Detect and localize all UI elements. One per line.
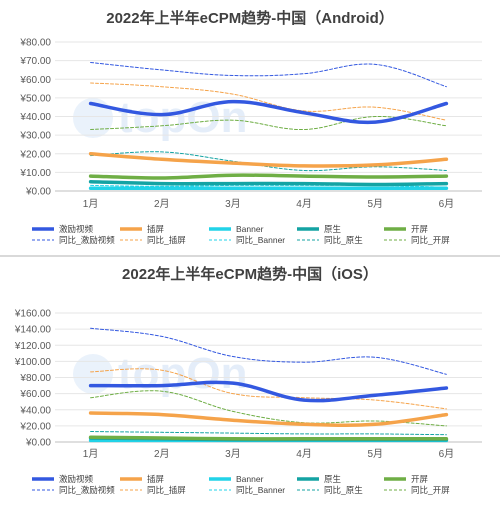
x-tick-label: 1月 [83,198,99,210]
ios-chart-panel: 2022年上半年eCPM趋势-中国（iOS） topOn ¥0.00 ¥20.00 ¥4… [0,258,500,507]
y-tick-label: ¥0.00 [25,187,51,198]
series-line [88,411,449,427]
series-line [90,431,447,436]
y-tick-label: ¥140.00 [14,325,52,336]
series-line [88,380,449,403]
watermark-logo-icon [73,354,113,394]
y-tick-label: ¥20.00 [19,421,51,432]
series-line [90,115,447,131]
x-tick-label: 4月 [296,198,312,210]
legend-label: 同比_插屏 [147,485,186,495]
legend-label: 激励视频 [59,224,94,234]
legend-label: 同比_原生 [324,235,363,245]
series-line [88,99,449,125]
legend-label: 插屏 [147,474,165,484]
legend-label: 开屏 [411,474,429,484]
x-tick-label: 5月 [367,448,383,460]
series-line [90,62,447,88]
x-tick-label: 1月 [83,448,99,460]
series-line [88,179,449,187]
x-tick-label: 6月 [439,198,455,210]
legend-label: 原生 [324,224,342,234]
series-line [90,390,447,427]
legend-label: 同比_激励视频 [59,485,115,495]
x-tick-label: 3月 [225,448,241,460]
y-tick-label: ¥160.00 [14,309,52,320]
series-line [90,368,447,410]
x-tick-label: 2月 [154,448,170,460]
legend-label: 激励视频 [59,474,94,484]
series-line [88,435,449,441]
legend-label: 同比_原生 [324,485,363,495]
legend-label: Banner [236,224,264,234]
x-tick-label: 3月 [225,198,241,210]
chart-title: 2022年上半年eCPM趋势-中国（Android） [106,9,394,27]
android-chart: 2022年上半年eCPM趋势-中国（Android）topOn¥0.00¥10.… [19,9,482,245]
series-line [90,82,447,121]
chart-divider [0,255,500,257]
legend-label: 插屏 [147,224,165,234]
y-tick-label: ¥40.00 [19,405,51,416]
series-line [88,152,449,168]
legend-label: 同比_开屏 [411,485,450,495]
legend-label: 同比_插屏 [147,235,186,245]
legend-label: Banner [236,474,264,484]
x-tick-label: 2月 [154,198,170,210]
y-tick-label: ¥100.00 [14,357,52,368]
legend-label: 开屏 [411,224,429,234]
legend-label: 同比_Banner [236,235,285,245]
y-tick-label: ¥50.00 [19,93,51,104]
y-tick-label: ¥80.00 [19,38,51,49]
legend-label: 同比_激励视频 [59,235,115,245]
y-tick-label: ¥10.00 [19,168,51,179]
legend-label: 原生 [324,474,342,484]
series-line [90,327,447,375]
watermark-logo-icon [73,98,113,138]
y-tick-label: ¥30.00 [19,131,51,142]
y-tick-label: ¥120.00 [14,341,52,352]
watermark-text: topOn [118,349,248,398]
y-tick-label: ¥60.00 [19,389,51,400]
chart-title: 2022年上半年eCPM趋势-中国（iOS） [122,265,378,283]
x-tick-label: 6月 [439,448,455,460]
y-tick-label: ¥60.00 [19,75,51,86]
ios-chart: 2022年上半年eCPM趋势-中国（iOS） topOn ¥0.00 ¥20.00 ¥4… [14,265,482,495]
android-chart-panel: 2022年上半年eCPM趋势-中国（Android） topOn ¥0.00 ¥10.… [19,9,482,245]
y-tick-label: ¥70.00 [19,56,51,67]
y-tick-label: ¥20.00 [19,149,51,160]
x-tick-label: 4月 [296,448,312,460]
series-line [88,173,449,180]
legend-label: 同比_Banner [236,485,285,495]
x-tick-label: 5月 [367,198,383,210]
y-tick-label: ¥0.00 [25,438,51,449]
y-tick-label: ¥80.00 [19,373,51,384]
y-tick-label: ¥40.00 [19,112,51,123]
legend-label: 同比_开屏 [411,235,450,245]
series-line [90,151,447,172]
